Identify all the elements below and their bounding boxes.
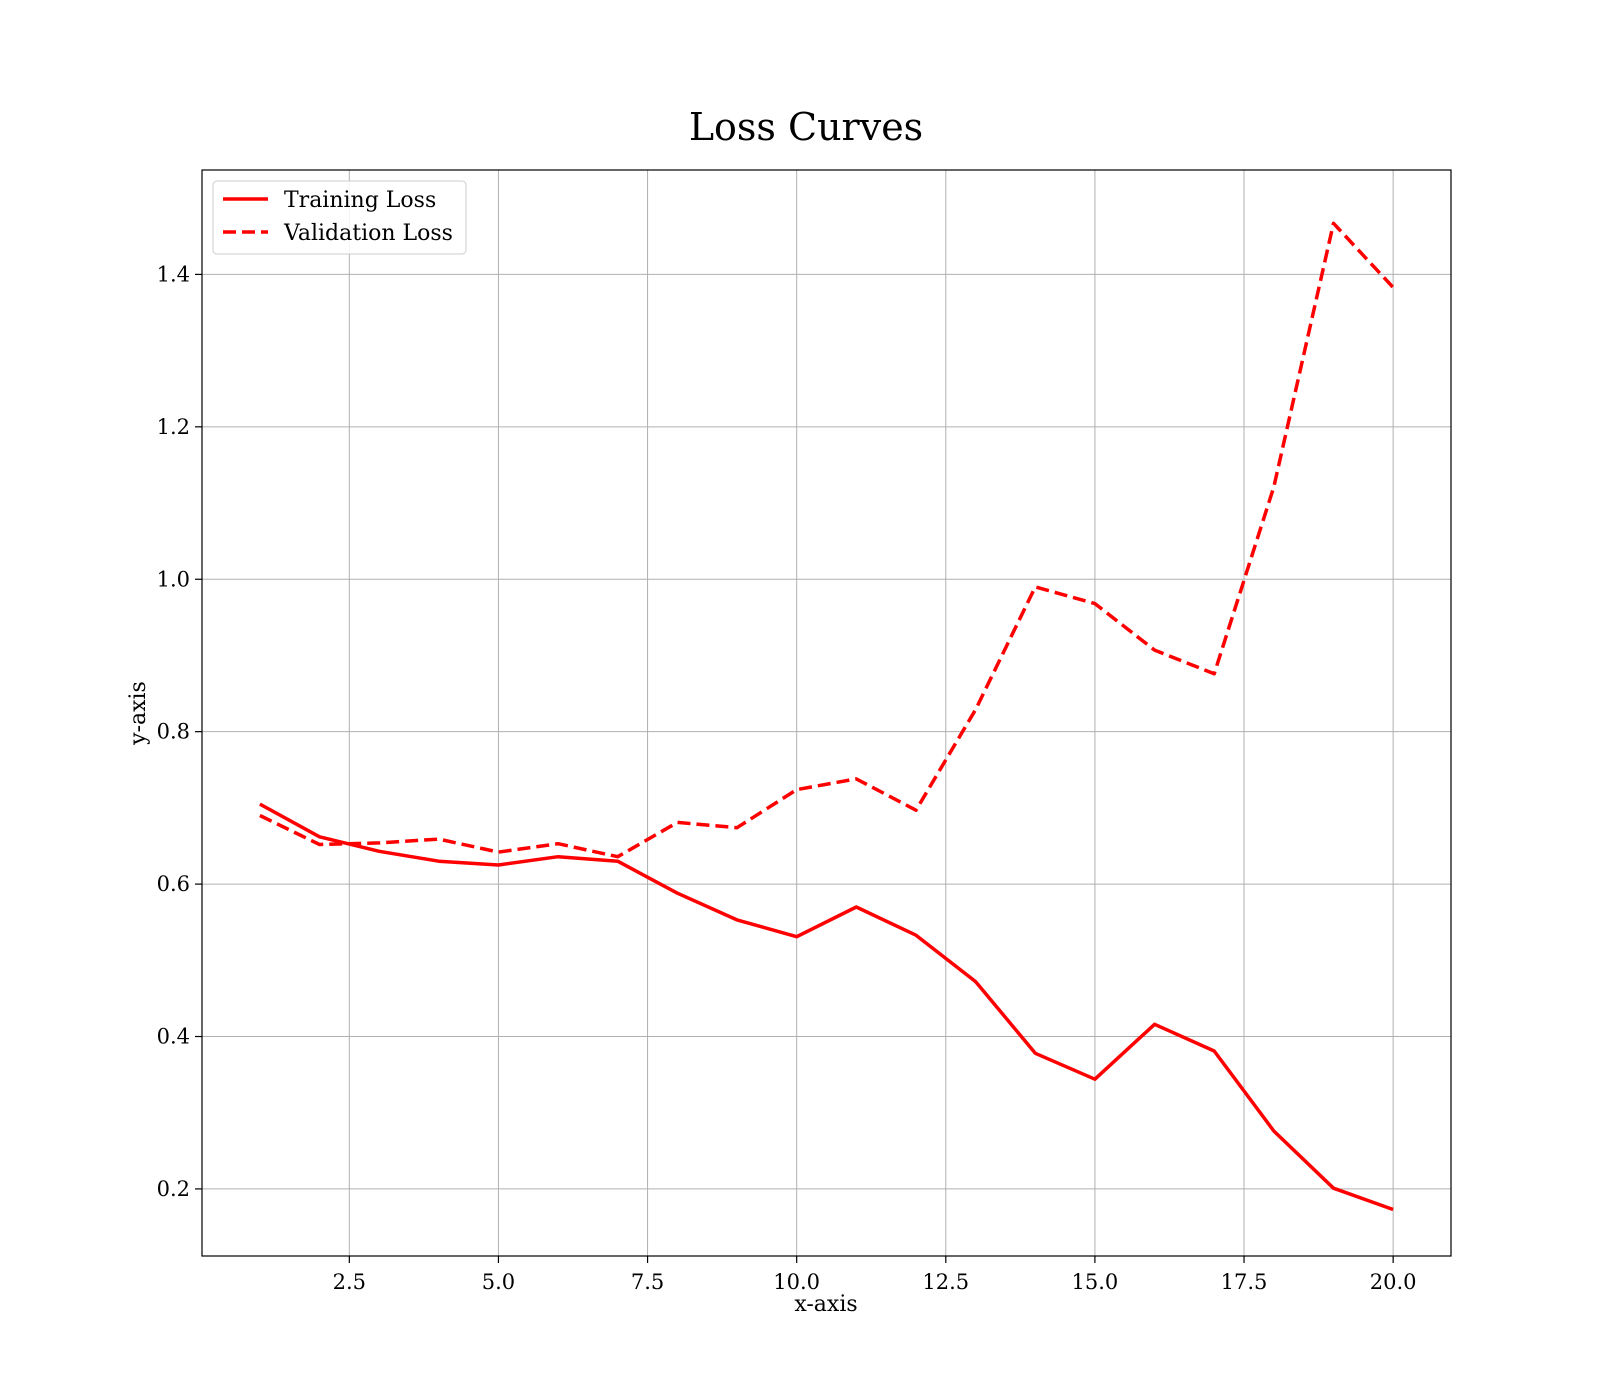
x-tick-label: 17.5 <box>1221 1270 1268 1294</box>
y-tick-label: 0.2 <box>157 1177 190 1201</box>
x-tick-label: 5.0 <box>482 1270 515 1294</box>
chart-title: Loss Curves <box>689 105 923 149</box>
y-tick-label: 0.4 <box>157 1025 190 1049</box>
x-tick-label: 15.0 <box>1072 1270 1119 1294</box>
x-tick-label: 10.0 <box>773 1270 820 1294</box>
y-tick-label: 0.8 <box>157 720 190 744</box>
y-tick-label: 1.2 <box>157 415 190 439</box>
plot-area-frame <box>201 169 1452 1257</box>
x-tick-label: 2.5 <box>333 1270 366 1294</box>
y-tick-label: 0.6 <box>157 872 190 896</box>
x-tick-label: 12.5 <box>922 1270 969 1294</box>
series-lines <box>259 221 1395 1212</box>
grid-lines <box>202 170 1451 1256</box>
training-loss-line <box>259 802 1394 1212</box>
x-tick-label: 7.5 <box>631 1270 664 1294</box>
y-tick-label: 1.4 <box>157 262 190 286</box>
validation-loss-line <box>259 221 1395 859</box>
y-axis-ticks: 0.2 0.4 0.6 0.8 1.0 1.2 1.4 <box>157 262 202 1201</box>
x-axis-ticks: 2.5 5.0 7.5 10.0 12.5 15.0 17.5 20.0 <box>333 1256 1417 1294</box>
legend-validation-label: Validation Loss <box>283 221 453 246</box>
legend: Training Loss Validation Loss <box>212 180 467 255</box>
legend-box <box>212 180 467 255</box>
legend-training-label: Training Loss <box>284 188 436 213</box>
x-axis-label: x-axis <box>794 1292 857 1317</box>
y-axis-label: y-axis <box>126 681 151 746</box>
y-tick-label: 1.0 <box>157 567 190 591</box>
x-tick-label: 20.0 <box>1370 1270 1417 1294</box>
